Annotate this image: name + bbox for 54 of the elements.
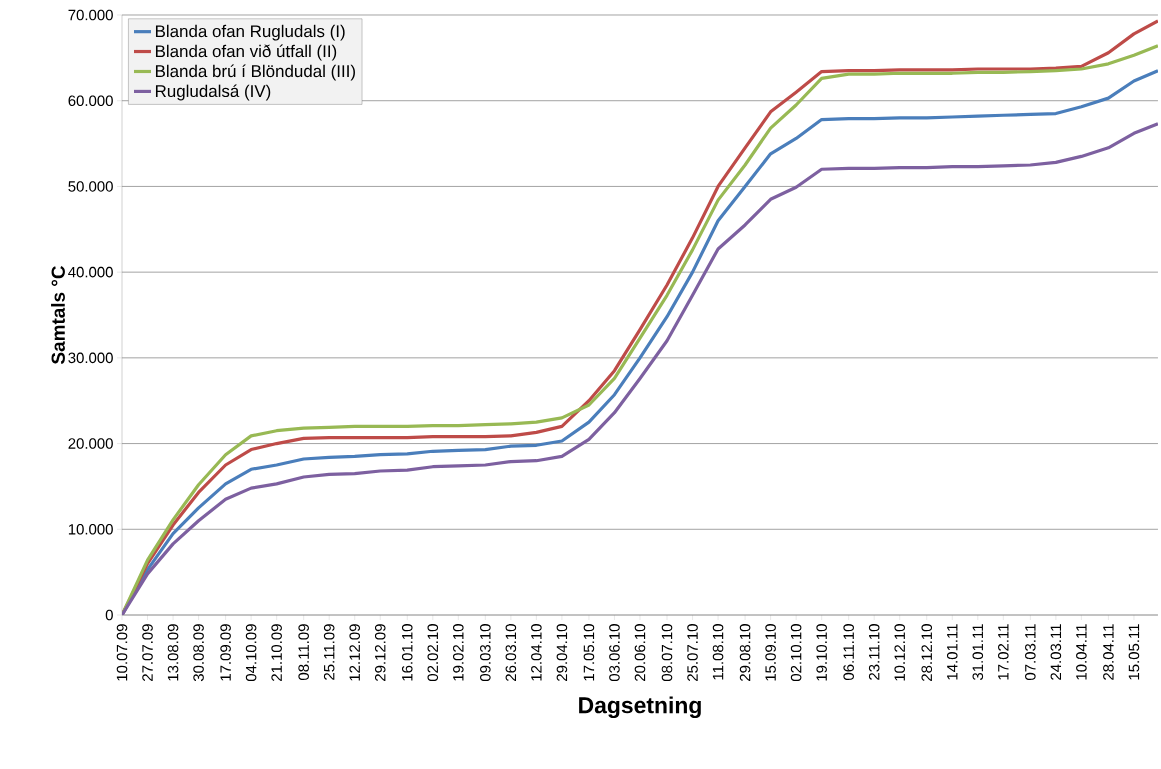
x-tick-label: 28.04.11: [1103, 624, 1114, 680]
legend-label: Rugludalsá (IV): [155, 84, 271, 101]
x-tick-label: 29.12.09: [374, 624, 386, 681]
y-tick-label: 60.000: [68, 95, 113, 106]
x-tick-label: 31.01.11: [972, 624, 984, 681]
x-tick-label: 25.11.09: [323, 624, 335, 680]
y-tick-label: 10.000: [68, 523, 113, 535]
x-tick-label: 11.08.10: [712, 624, 724, 680]
x-tick-label: 02.10.10: [790, 624, 802, 682]
x-tick-label: 17.02.11: [998, 624, 1009, 680]
x-tick-label: 19.02.10: [453, 624, 464, 681]
x-tick-label: 28.12.10: [921, 624, 933, 681]
x-tick-label: 13.08.09: [167, 624, 179, 681]
x-tick-label: 02.02.10: [427, 624, 439, 682]
x-tick-label: 30.08.09: [193, 624, 204, 682]
x-tick-label: 10.04.11: [1076, 624, 1087, 680]
y-tick-label: 0: [105, 609, 113, 621]
x-tick-label: 12.04.10: [531, 624, 542, 681]
x-tick-label: 10.12.10: [894, 624, 906, 681]
x-tick-label: 15.09.10: [765, 624, 776, 681]
y-tick-label: 30.000: [68, 352, 113, 364]
x-tick-label: 26.03.10: [505, 624, 517, 681]
x-tick-label: 07.03.11: [1025, 624, 1036, 680]
x-tick-label: 25.07.10: [687, 624, 698, 681]
legend-label: Blanda brú í Blöndudal (III): [155, 64, 355, 81]
x-tick-label: 08.11.09: [298, 624, 309, 680]
x-tick-label: 08.07.10: [661, 624, 673, 682]
x-tick-label: 14.01.11: [946, 624, 958, 680]
x-tick-label: 29.04.10: [556, 624, 568, 681]
legend-label: Blanda ofan Rugludals (I): [155, 24, 345, 41]
y-tick-label: 50.000: [68, 181, 113, 192]
y-tick-label: 20.000: [68, 438, 113, 449]
x-tick-label: 06.11.10: [843, 624, 854, 680]
x-tick-label: 27.07.09: [142, 624, 153, 681]
x-tick-label: 19.10.10: [816, 624, 827, 681]
y-axis-title: Samtals °C: [51, 266, 65, 364]
x-tick-label: 09.03.10: [480, 624, 491, 682]
x-tick-label: 15.05.11: [1128, 624, 1140, 680]
x-tick-label: 21.10.09: [271, 624, 282, 681]
x-tick-label: 10.07.09: [116, 624, 128, 681]
x-axis-title: Dagsetning: [579, 696, 701, 718]
x-tick-label: 23.11.10: [868, 624, 880, 680]
x-tick-label: 20.06.10: [634, 624, 646, 681]
x-tick-label: 24.03.11: [1050, 624, 1062, 680]
y-tick-label: 40.000: [68, 266, 113, 278]
x-tick-label: 12.12.09: [349, 624, 360, 681]
x-tick-label: 17.05.10: [583, 624, 595, 681]
x-tick-label: 16.01.10: [401, 624, 413, 681]
x-tick-label: 04.10.09: [245, 624, 257, 682]
x-tick-label: 29.08.10: [739, 624, 751, 681]
y-tick-label: 70.000: [68, 9, 113, 21]
x-tick-label: 03.06.10: [609, 624, 620, 682]
x-tick-label: 17.09.09: [220, 624, 231, 681]
legend-label: Blanda ofan við útfall (II): [155, 44, 337, 61]
